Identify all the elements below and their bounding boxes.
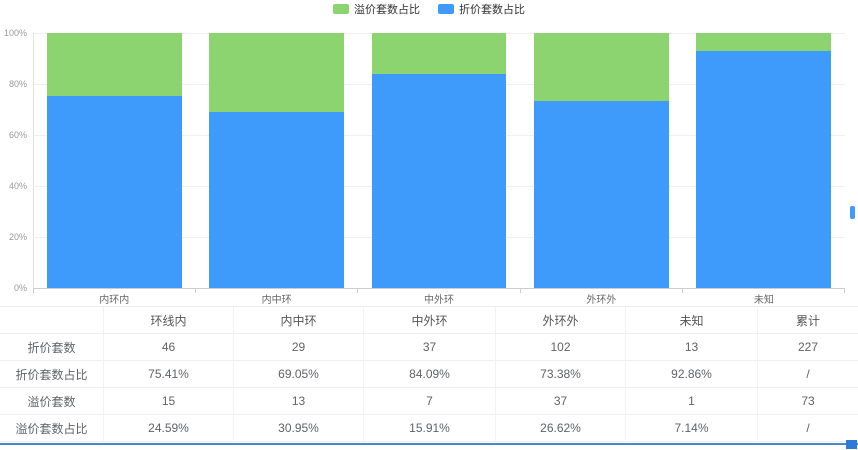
chart-legend: 溢价套数占比 折价套数占比 — [0, 1, 858, 17]
legend-swatch-premium-icon — [333, 4, 349, 14]
table-cell: 13 — [626, 334, 758, 361]
table-header-cell: 内中环 — [234, 307, 364, 334]
x-category-label: 未知 — [753, 295, 774, 306]
table-cell: 92.86% — [626, 361, 758, 388]
table-cell: 24.59% — [104, 415, 234, 442]
tick-mark — [33, 289, 34, 293]
table-cell: 75.41% — [104, 361, 234, 388]
stacked-bar[interactable] — [46, 33, 182, 288]
selection-border-bottom — [0, 443, 858, 445]
bar-series — [33, 33, 845, 288]
table-cell: 29 — [234, 334, 364, 361]
bar-segment-premium[interactable] — [696, 33, 832, 52]
y-tick-label: 60% — [8, 130, 27, 140]
table-cell: 102 — [496, 334, 626, 361]
legend-item-discount[interactable]: 折价套数占比 — [438, 1, 525, 17]
table-cell: 46 — [104, 334, 234, 361]
vertical-scrollbar-thumb[interactable] — [850, 206, 855, 219]
x-axis-ticks — [33, 289, 845, 293]
bar-band — [358, 33, 520, 288]
resize-handle[interactable] — [846, 440, 857, 449]
table-cell: 30.95% — [234, 415, 364, 442]
stacked-bar[interactable] — [371, 33, 507, 288]
table-cell: 73 — [758, 388, 858, 415]
bar-segment-discount[interactable] — [46, 95, 182, 288]
x-category-label: 中外环 — [424, 295, 455, 306]
table-header-cell: 累计 — [758, 307, 858, 334]
table-cell: / — [758, 361, 858, 388]
x-axis-line — [33, 288, 845, 289]
table-cell: 37 — [364, 334, 496, 361]
y-tick-label: 80% — [8, 79, 27, 89]
table-cell: 13 — [234, 388, 364, 415]
table-header-cell — [0, 307, 104, 334]
table-cell: 84.09% — [364, 361, 496, 388]
table-header-cell: 中外环 — [364, 307, 496, 334]
table-header-row: 环线内 内中环 中外环 外环外 未知 累计 — [0, 307, 858, 334]
table-cell: / — [758, 415, 858, 442]
tick-mark — [843, 289, 845, 293]
table-cell: 69.05% — [234, 361, 364, 388]
bar-band — [683, 33, 845, 288]
row-label: 折价套数占比 — [0, 361, 104, 388]
stacked-bar[interactable] — [696, 33, 832, 288]
table-header-cell: 未知 — [626, 307, 758, 334]
y-axis: 0% 20% 40% 60% 80% 100% — [0, 28, 29, 293]
stacked-bar[interactable] — [209, 33, 344, 288]
legend-label-premium: 溢价套数占比 — [354, 4, 420, 16]
tick-mark — [195, 289, 197, 293]
bar-segment-premium[interactable] — [46, 33, 182, 96]
bar-segment-premium[interactable] — [209, 33, 344, 112]
tick-mark — [357, 289, 359, 293]
table-cell: 7.14% — [626, 415, 758, 442]
stacked-bar[interactable] — [534, 33, 669, 288]
x-axis-labels: 内环内 内中环 中外环 外环外 未知 — [33, 291, 845, 306]
y-tick-label: 40% — [8, 181, 27, 191]
bar-segment-discount[interactable] — [371, 73, 507, 288]
bar-band — [33, 33, 195, 288]
y-tick-label: 20% — [8, 232, 27, 242]
table-cell: 1 — [626, 388, 758, 415]
y-tick-label: 100% — [3, 28, 27, 38]
tick-mark — [519, 289, 521, 293]
x-category-label: 内环内 — [99, 295, 130, 306]
table-cell: 37 — [496, 388, 626, 415]
table-row: 溢价套数占比 24.59% 30.95% 15.91% 26.62% 7.14%… — [0, 415, 858, 442]
bar-band — [520, 33, 682, 288]
table-row: 溢价套数 15 13 7 37 1 73 — [0, 388, 858, 415]
table-header-cell: 环线内 — [104, 307, 234, 334]
summary-table: 环线内 内中环 中外环 外环外 未知 累计 折价套数 46 29 37 102 … — [0, 306, 858, 442]
legend-item-premium[interactable]: 溢价套数占比 — [333, 1, 420, 17]
table-row: 折价套数 46 29 37 102 13 227 — [0, 334, 858, 361]
tick-mark — [681, 289, 683, 293]
table-cell: 15.91% — [364, 415, 496, 442]
y-tick-label: 0% — [13, 283, 27, 293]
table-cell: 7 — [364, 388, 496, 415]
row-label: 折价套数 — [0, 334, 104, 361]
table-cell: 73.38% — [496, 361, 626, 388]
table-row: 折价套数占比 75.41% 69.05% 84.09% 73.38% 92.86… — [0, 361, 858, 388]
bar-segment-discount[interactable] — [209, 111, 344, 288]
bar-band — [195, 33, 357, 288]
bar-segment-discount[interactable] — [534, 100, 669, 288]
legend-swatch-discount-icon — [438, 4, 454, 14]
table-header-cell: 外环外 — [496, 307, 626, 334]
bar-segment-premium[interactable] — [371, 33, 507, 74]
table-cell: 15 — [104, 388, 234, 415]
bar-segment-discount[interactable] — [696, 51, 832, 288]
row-label: 溢价套数 — [0, 388, 104, 415]
x-category-label: 内中环 — [261, 295, 292, 306]
bar-segment-premium[interactable] — [534, 33, 669, 101]
table-cell: 227 — [758, 334, 858, 361]
legend-label-discount: 折价套数占比 — [459, 4, 525, 16]
table-cell: 26.62% — [496, 415, 626, 442]
x-category-label: 外环外 — [586, 295, 617, 306]
row-label: 溢价套数占比 — [0, 415, 104, 442]
